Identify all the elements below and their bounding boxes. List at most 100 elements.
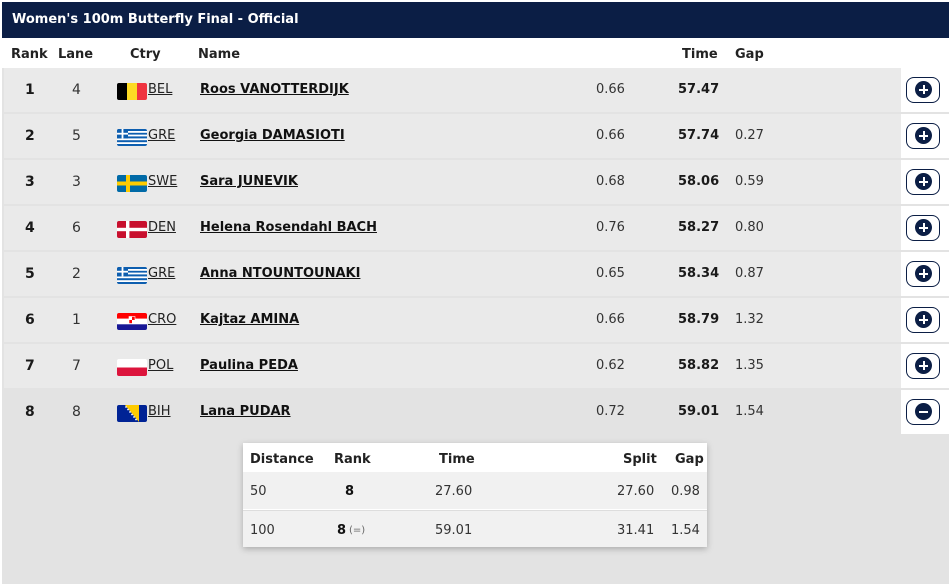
country-link[interactable]: DEN <box>148 220 176 235</box>
rank-cell: 2 <box>25 128 35 144</box>
country-link[interactable]: POL <box>148 358 174 373</box>
gap-cell: 0.87 <box>735 266 764 281</box>
expand-cell <box>901 344 949 388</box>
split-gap: 0.98 <box>671 484 700 499</box>
time-cell: 58.34 <box>678 266 720 281</box>
reaction-time-cell: 0.72 <box>596 404 625 419</box>
athlete-name-link[interactable]: Sara JUNEVIK <box>200 174 298 189</box>
expand-splits-button[interactable] <box>906 123 940 149</box>
results-table: 1 4 BEL Roos VANOTTERDIJK 0.66 57.47 2 5… <box>2 68 949 584</box>
split-time: 59.01 <box>435 523 473 538</box>
split-row: 100 8 (=) 59.01 31.41 1.54 <box>243 510 707 547</box>
athlete-name-link[interactable]: Kajtaz AMINA <box>200 312 300 327</box>
collapse-cell <box>901 390 949 434</box>
lane-cell: 6 <box>72 220 81 236</box>
bosnia-flag-icon <box>117 405 147 422</box>
split-distance: 100 <box>250 523 275 538</box>
expand-cell <box>901 252 949 296</box>
country-link[interactable]: BIH <box>148 404 171 419</box>
time-cell: 58.06 <box>678 174 720 189</box>
country-link[interactable]: GRE <box>148 128 176 143</box>
plus-circle-icon <box>915 219 932 236</box>
reaction-time-cell: 0.62 <box>596 358 625 373</box>
rank-cell: 7 <box>25 358 35 374</box>
expand-splits-button[interactable] <box>906 353 940 379</box>
splits-table: Distance Rank Time Split Gap 50 8 27.60 … <box>243 443 707 547</box>
expand-splits-button[interactable] <box>906 215 940 241</box>
country-link[interactable]: SWE <box>148 174 178 189</box>
split-value: 27.60 <box>617 484 655 499</box>
lane-cell: 3 <box>72 174 81 190</box>
table-row: 6 1 CRO Kajtaz AMINA 0.66 58.79 1.32 <box>4 298 901 342</box>
split-rank: 8 <box>337 523 347 538</box>
rank-cell: 3 <box>25 174 35 190</box>
table-row: 4 6 DEN Helena Rosendahl BACH 0.76 58.27… <box>4 206 901 250</box>
athlete-name-link[interactable]: Paulina PEDA <box>200 358 298 373</box>
gap-cell: 1.35 <box>735 358 764 373</box>
denmark-flag-icon <box>117 221 147 238</box>
expand-splits-button[interactable] <box>906 169 940 195</box>
athlete-name-link[interactable]: Helena Rosendahl BACH <box>200 220 377 235</box>
croatia-flag-icon <box>117 313 147 330</box>
lane-cell: 2 <box>72 266 81 282</box>
belgium-flag-icon <box>117 83 147 100</box>
expand-cell <box>901 160 949 204</box>
splits-header-distance: Distance <box>250 452 314 467</box>
athlete-name-link[interactable]: Roos VANOTTERDIJK <box>200 82 349 97</box>
expand-splits-button[interactable] <box>906 77 940 103</box>
splits-header: Distance Rank Time Split Gap <box>243 443 707 472</box>
split-value: 31.41 <box>617 523 655 538</box>
split-gap: 1.54 <box>671 523 700 538</box>
athlete-name-link[interactable]: Georgia DAMASIOTI <box>200 128 345 143</box>
expand-cell <box>901 298 949 342</box>
country-link[interactable]: CRO <box>148 312 177 327</box>
plus-circle-icon <box>915 127 932 144</box>
results-table-header: Rank Lane Ctry Name Time Gap <box>2 40 949 68</box>
plus-circle-icon <box>915 81 932 98</box>
plus-circle-icon <box>915 357 932 374</box>
expand-cell <box>901 114 949 158</box>
reaction-time-cell: 0.65 <box>596 266 625 281</box>
reaction-time-cell: 0.66 <box>596 312 625 327</box>
rank-cell: 6 <box>25 312 35 328</box>
reaction-time-cell: 0.68 <box>596 174 625 189</box>
gap-cell: 0.59 <box>735 174 764 189</box>
athlete-name-link[interactable]: Lana PUDAR <box>200 404 291 419</box>
rank-change-indicator: (=) <box>349 525 366 536</box>
splits-header-split: Split <box>623 452 657 467</box>
rank-cell: 5 <box>25 266 35 282</box>
rank-cell: 1 <box>25 82 35 98</box>
lane-cell: 7 <box>72 358 81 374</box>
lane-cell: 8 <box>72 404 81 420</box>
reaction-time-cell: 0.76 <box>596 220 625 235</box>
split-distance: 50 <box>250 484 267 499</box>
splits-header-gap: Gap <box>675 452 704 467</box>
plus-circle-icon <box>915 265 932 282</box>
gap-cell: 0.27 <box>735 128 764 143</box>
gap-cell: 1.32 <box>735 312 764 327</box>
athlete-name-link[interactable]: Anna NTOUNTOUNAKI <box>200 266 361 281</box>
table-row: 3 3 SWE Sara JUNEVIK 0.68 58.06 0.59 <box>4 160 901 204</box>
plus-circle-icon <box>915 311 932 328</box>
time-cell: 59.01 <box>678 404 720 419</box>
time-cell: 57.47 <box>678 82 720 97</box>
minus-circle-icon <box>915 403 932 420</box>
reaction-time-cell: 0.66 <box>596 128 625 143</box>
reaction-time-cell: 0.66 <box>596 82 625 97</box>
time-cell: 58.27 <box>678 220 720 235</box>
expand-splits-button[interactable] <box>906 261 940 287</box>
country-link[interactable]: GRE <box>148 266 176 281</box>
collapse-splits-button[interactable] <box>906 399 940 425</box>
header-ctry: Ctry <box>130 47 161 62</box>
sweden-flag-icon <box>117 175 147 192</box>
plus-circle-icon <box>915 173 932 190</box>
time-cell: 58.82 <box>678 358 720 373</box>
split-row: 50 8 27.60 27.60 0.98 <box>243 472 707 509</box>
table-row: 8 8 BIH Lana PUDAR 0.72 59.01 1.54 <box>4 390 901 434</box>
country-link[interactable]: BEL <box>148 82 173 97</box>
splits-header-rank: Rank <box>334 452 371 467</box>
time-cell: 58.79 <box>678 312 720 327</box>
expand-splits-button[interactable] <box>906 307 940 333</box>
table-row: 2 5 GRE Georgia DAMASIOTI 0.66 57.74 0.2… <box>4 114 901 158</box>
